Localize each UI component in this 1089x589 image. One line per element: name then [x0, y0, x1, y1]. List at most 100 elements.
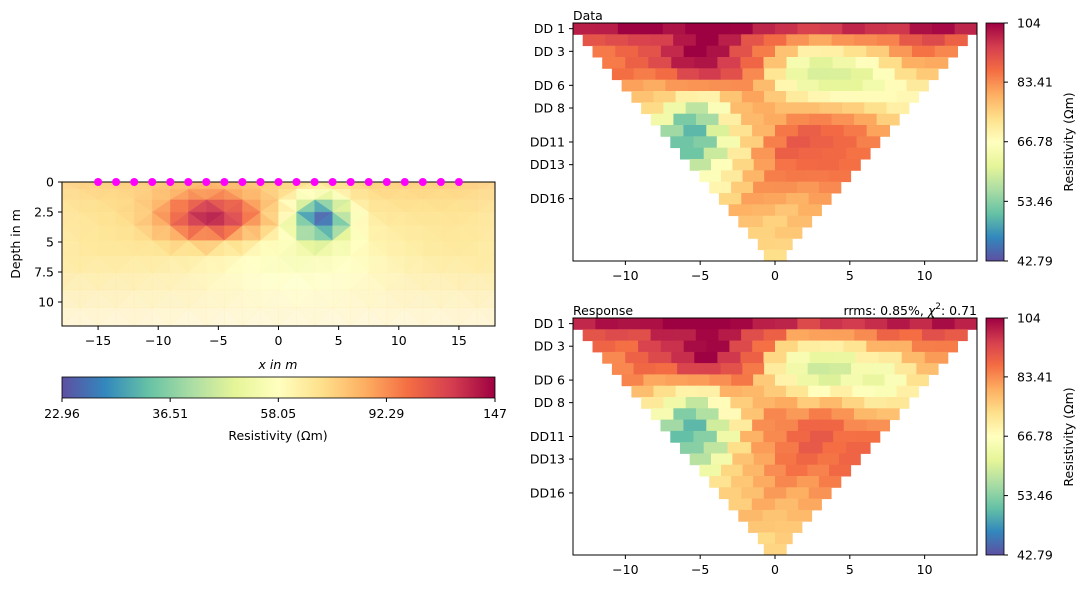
- pseudosection-cell: [617, 318, 641, 330]
- pseudosection-cell: [633, 68, 656, 81]
- x-tick-label: 5: [846, 562, 854, 577]
- pseudosection-cell: [728, 204, 753, 217]
- pseudosection-cell: [796, 159, 819, 171]
- pseudosection-cell: [764, 385, 787, 398]
- pseudosection-cell: [856, 430, 881, 443]
- model-cell: [368, 307, 388, 326]
- model-cell: [62, 307, 81, 326]
- pseudosection-cell: [876, 408, 900, 421]
- electrode-marker: [256, 178, 265, 186]
- x-tick-label: −5: [209, 333, 227, 348]
- pseudosection-cell: [862, 79, 885, 92]
- model-cell: [97, 307, 117, 326]
- pseudosection-cell: [706, 45, 730, 58]
- model-cell: [242, 307, 261, 326]
- model-cell: [151, 307, 171, 326]
- pseudosection-cell: [851, 363, 874, 375]
- pseudosection-cell: [944, 34, 968, 47]
- pseudosection-cell: [638, 45, 662, 58]
- colorbar-tick-label: 104: [1017, 311, 1041, 326]
- pseudosection-cell: [775, 476, 798, 488]
- data-colorbar-ticks: 104 83.41 66.78 53.46 42.79: [1004, 16, 1053, 269]
- model-cell: [260, 307, 279, 326]
- pseudosection-cell: [727, 147, 752, 160]
- pseudosection-cell: [653, 385, 677, 398]
- pseudosection-cell: [638, 340, 662, 353]
- pseudosection-cell: [775, 238, 793, 251]
- model-cell: [133, 289, 153, 308]
- pseudosection-cell: [843, 419, 868, 432]
- fit-rrms: rrms: 0.85%,: [843, 303, 927, 318]
- pseudosection-cell: [763, 351, 787, 364]
- pseudosection-cell: [718, 408, 742, 421]
- pseudosection-cell: [708, 397, 731, 409]
- y-tick-label: DD 8: [534, 101, 565, 116]
- pseudosection-cell: [698, 68, 722, 81]
- pseudosection-cell: [740, 136, 764, 149]
- pseudosection-cell: [731, 79, 754, 92]
- response-colorbar-ticks: 104 83.41 66.78 53.46 42.79: [1004, 311, 1053, 563]
- pseudosection-cell: [924, 351, 949, 364]
- model-cell: [440, 307, 460, 326]
- electrode-marker: [238, 178, 247, 186]
- pseudosection-cell: [648, 57, 672, 69]
- electrode-marker: [292, 178, 301, 186]
- pseudosection-cell: [707, 23, 731, 35]
- model-cell: [260, 307, 279, 326]
- pseudosection-cell: [631, 91, 654, 103]
- pseudosection-cell: [932, 23, 955, 35]
- pseudosection-cell: [573, 318, 596, 330]
- model-panel: −15 −10 −5 0 5 10 15 0 2.5 5 7.5 10 x in m Depth i…: [8, 175, 507, 444]
- pseudosection-cell: [866, 340, 890, 353]
- pseudosection-cell: [852, 91, 875, 103]
- pseudosection-cell: [808, 408, 832, 421]
- model-x-ticks: −15 −10 −5 0 5 10 15: [85, 326, 467, 348]
- model-cell: [296, 307, 315, 326]
- pseudosection-cell: [764, 68, 787, 81]
- pseudosection-cell: [906, 79, 929, 92]
- pseudosection-cell: [732, 453, 755, 466]
- model-cell: [422, 307, 442, 326]
- pseudosection-cell: [866, 419, 890, 432]
- pseudosection-cell: [775, 125, 799, 137]
- pseudosection-cell: [797, 340, 822, 353]
- x-tick-label: 10: [391, 333, 407, 348]
- y-tick-label: DD16: [530, 485, 565, 500]
- pseudosection-cell: [864, 397, 888, 409]
- pseudosection-cell: [728, 498, 753, 511]
- pseudosection-cell: [709, 374, 732, 387]
- pseudosection-cell: [696, 113, 720, 126]
- model-cell: [187, 307, 207, 326]
- pseudosection-cell: [876, 329, 900, 342]
- colorbar-tick-label: 104: [1017, 16, 1041, 31]
- pseudosection-cell: [741, 34, 765, 47]
- pseudosection-cell: [685, 397, 709, 409]
- electrode-marker: [130, 178, 139, 186]
- x-tick-label: −5: [691, 268, 709, 283]
- pseudosection-cell: [717, 351, 741, 364]
- pseudosection-cell: [846, 147, 871, 160]
- pseudosection-cell: [720, 68, 743, 81]
- pseudosection-cell: [625, 57, 649, 69]
- pseudosection-cell: [864, 318, 888, 330]
- colorbar-tick-label: 42.79: [1017, 254, 1053, 269]
- pseudosection-cell: [729, 340, 753, 353]
- pseudosection-cell: [729, 125, 753, 137]
- pseudosection-cell: [592, 340, 616, 353]
- pseudosection-cell: [866, 125, 890, 137]
- pseudosection-cell: [809, 136, 834, 149]
- pseudosection-cell: [697, 91, 721, 103]
- pseudosection-cell: [807, 170, 830, 183]
- pseudosection-cell: [854, 34, 878, 47]
- electrode-marker: [274, 178, 283, 186]
- electrode-marker: [364, 178, 373, 186]
- model-cell: [206, 289, 225, 308]
- pseudosection-cell: [617, 23, 641, 35]
- pseudosection-cell: [621, 374, 644, 387]
- pseudosection-cell: [752, 102, 776, 115]
- pseudosection-cell: [886, 397, 910, 409]
- pseudosection-cell: [670, 430, 695, 443]
- model-colorbar: [61, 376, 496, 399]
- fit-chi-exponent: 2: [935, 302, 941, 312]
- pseudosection-cell: [720, 363, 743, 375]
